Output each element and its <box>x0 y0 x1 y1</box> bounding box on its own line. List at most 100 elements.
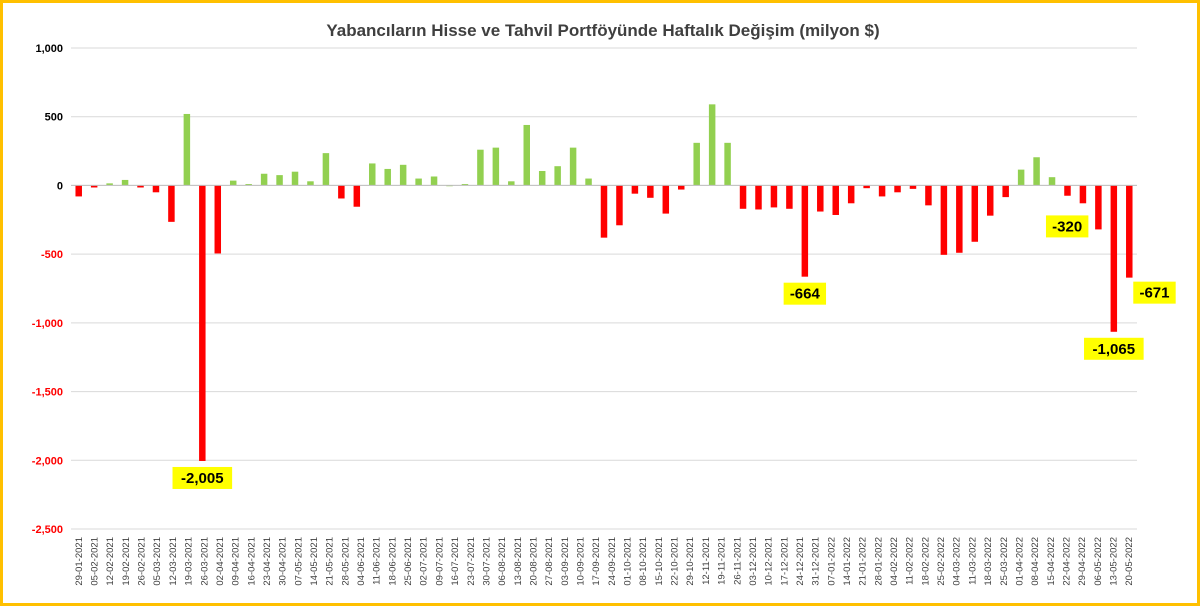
callout-box <box>172 466 233 489</box>
x-tick-label: 04-06-2021 <box>356 537 367 586</box>
x-tick-label: 12-02-2021 <box>105 537 116 586</box>
bar <box>90 185 98 188</box>
bar <box>183 113 191 186</box>
bar <box>770 185 778 208</box>
x-tick-label: 18-02-2022 <box>920 537 931 586</box>
bars <box>75 104 1133 461</box>
bar <box>137 185 144 188</box>
bar <box>554 166 561 186</box>
y-axis: 1,000 500 0 -500 -1,000 -1,500 -2,000 -2,500 <box>32 43 63 536</box>
x-tick-label: 19-11-2021 <box>717 537 728 585</box>
x-tick-label: 30-04-2021 <box>278 537 289 586</box>
bar <box>168 185 175 222</box>
x-tick-label: 18-06-2021 <box>387 537 398 586</box>
x-tick-label: 05-02-2021 <box>90 537 101 586</box>
callout-box <box>1084 337 1144 360</box>
y-tick-label: 1,000 <box>35 43 63 55</box>
x-tick-label: 17-09-2021 <box>591 537 602 586</box>
callouts: -2,005 -664 -320 -1,065 -671 <box>172 215 1176 489</box>
x-tick-label: 07-05-2021 <box>293 537 304 586</box>
bar <box>832 185 839 215</box>
bar <box>492 147 500 186</box>
bar <box>1033 157 1040 186</box>
bar <box>291 171 299 186</box>
bar <box>1064 185 1071 196</box>
bar <box>415 178 422 186</box>
x-tick-label: 29-04-2022 <box>1077 537 1088 586</box>
x-tick-label: 21-05-2021 <box>325 537 336 586</box>
bar <box>245 184 252 186</box>
x-tick-label: 06-05-2022 <box>1093 537 1104 586</box>
bar <box>399 164 407 186</box>
x-tick-label: 05-03-2021 <box>152 537 163 586</box>
bar <box>523 124 530 186</box>
x-tick-label: 15-10-2021 <box>654 537 665 586</box>
x-tick-label: 04-03-2022 <box>952 537 963 586</box>
x-tick-label: 16-04-2021 <box>246 537 257 586</box>
x-tick-label: 26-03-2021 <box>199 537 210 586</box>
bar <box>693 142 700 186</box>
x-tick-label: 20-05-2022 <box>1124 537 1135 586</box>
x-tick-label: 22-10-2021 <box>670 537 681 586</box>
bar <box>817 185 824 212</box>
x-tick-label: 22-04-2022 <box>1061 537 1072 586</box>
bar <box>214 185 222 254</box>
chart-title: Yabancıların Hisse ve Tahvil Portföyünde… <box>326 21 879 40</box>
bar <box>1110 185 1118 332</box>
bar <box>662 185 670 214</box>
bar <box>1002 185 1009 198</box>
x-tick-label: 29-01-2021 <box>74 537 85 586</box>
bar <box>708 104 716 186</box>
data-label: -320 <box>1052 218 1082 235</box>
x-tick-label: 08-10-2021 <box>638 537 649 586</box>
x-tick-label: 25-06-2021 <box>403 537 414 586</box>
x-tick-label: 19-02-2021 <box>121 537 132 586</box>
x-tick-label: 03-09-2021 <box>560 537 571 586</box>
bar <box>538 170 546 186</box>
x-tick-label: 12-11-2021 <box>701 537 712 585</box>
x-tick-label: 09-04-2021 <box>231 537 242 586</box>
bar <box>322 153 330 186</box>
x-tick-label: 24-09-2021 <box>607 537 618 586</box>
bar <box>600 185 608 238</box>
bar <box>477 149 484 186</box>
bar <box>276 175 283 186</box>
callout-box <box>783 282 827 305</box>
callout-box <box>1133 281 1176 304</box>
bar <box>801 185 809 277</box>
data-label: -2,005 <box>181 470 224 487</box>
y-tick-label: -1,500 <box>32 387 63 399</box>
x-tick-label: 13-08-2021 <box>513 537 524 586</box>
x-tick-label: 30-07-2021 <box>481 537 492 586</box>
bar <box>1017 169 1025 186</box>
x-tick-label: 11-06-2021 <box>372 537 383 585</box>
bar <box>338 185 345 199</box>
x-tick-label: 02-07-2021 <box>419 537 430 586</box>
y-tick-label: -2,000 <box>32 455 63 467</box>
y-tick-label: -500 <box>41 249 63 261</box>
gridlines <box>71 47 1137 530</box>
x-tick-label: 27-08-2021 <box>544 537 555 586</box>
x-tick-label: 28-05-2021 <box>340 537 351 586</box>
bar <box>199 185 206 461</box>
x-tick-label: 12-03-2021 <box>168 537 179 586</box>
bar <box>894 185 901 193</box>
bar <box>631 185 639 194</box>
x-tick-label: 23-04-2021 <box>262 537 273 586</box>
x-tick-label: 15-04-2022 <box>1046 537 1057 586</box>
bar <box>569 147 577 186</box>
x-tick-label: 10-09-2021 <box>575 537 586 586</box>
y-tick-label: -1,000 <box>32 318 63 330</box>
x-tick-label: 09-07-2021 <box>434 537 445 586</box>
x-tick-label: 25-03-2022 <box>999 537 1010 586</box>
x-tick-label: 23-07-2021 <box>466 537 477 586</box>
bar <box>353 185 361 207</box>
bar <box>940 185 948 255</box>
bar <box>647 185 654 198</box>
bar <box>1095 185 1102 230</box>
data-label: -664 <box>790 286 821 303</box>
x-tick-label: 26-02-2021 <box>137 537 148 586</box>
x-tick-label: 28-01-2022 <box>873 537 884 586</box>
x-tick-label: 01-10-2021 <box>623 537 634 586</box>
